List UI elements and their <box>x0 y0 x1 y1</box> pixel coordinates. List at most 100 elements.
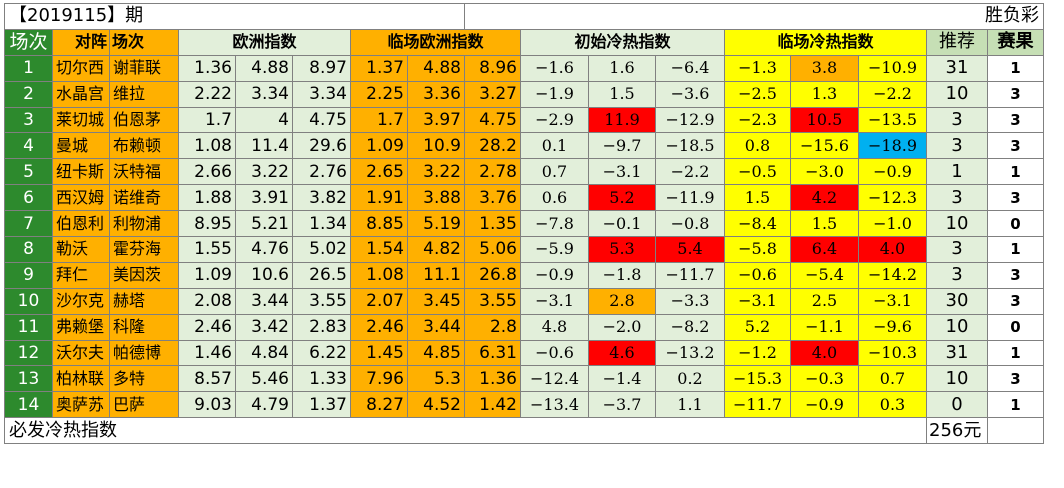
live-cold-index-cell: 10.5 <box>790 106 859 134</box>
result-cell: 3 <box>987 365 1044 393</box>
table-row: 14 奥萨苏 巴萨 9.03 4.79 1.37 8.27 4.52 1.42 −13.4 −3.7… <box>4 391 1044 419</box>
initial-cold-index-cell: −3.3 <box>655 287 725 315</box>
euro-odds-cell: 1.88 <box>178 184 236 212</box>
away-team: 霍芬海 <box>109 236 179 263</box>
match-index: 7 <box>4 210 53 238</box>
initial-cold-index-cell: 0.2 <box>655 365 725 393</box>
header-live-cold-index: 临场冷热指数 <box>724 28 927 56</box>
away-team: 沃特福 <box>109 158 179 186</box>
live-cold-index-cell: −0.3 <box>790 365 859 393</box>
live-euro-odds-cell: 3.76 <box>464 184 521 212</box>
header-result: 赛果 <box>987 28 1044 56</box>
table-row: 10 沙尔克 赫塔 2.08 3.44 3.55 2.07 3.45 3.55 −3.1 2.8 −3… <box>4 287 1044 315</box>
live-euro-odds-cell: 10.9 <box>407 132 465 160</box>
result-cell: 3 <box>987 287 1044 315</box>
euro-odds-cell: 4.75 <box>292 106 351 134</box>
euro-odds-cell: 3.82 <box>292 184 351 212</box>
recommend-cell: 10 <box>926 313 988 341</box>
live-euro-odds-cell: 2.46 <box>350 313 408 341</box>
live-euro-odds-cell: 11.1 <box>407 261 465 289</box>
table-row: 11 弗赖堡 科隆 2.46 3.42 2.83 2.46 3.44 2.8 4.8 −2.0 −8.… <box>4 313 1044 341</box>
initial-cold-index-cell: 5.4 <box>655 236 725 263</box>
live-euro-odds-cell: 4.82 <box>407 236 465 263</box>
recommend-cell: 3 <box>926 236 988 263</box>
live-euro-odds-cell: 4.88 <box>407 54 465 82</box>
away-team: 利物浦 <box>109 210 179 238</box>
recommend-cell: 30 <box>926 287 988 315</box>
home-team: 伯恩利 <box>52 210 110 238</box>
live-cold-index-cell: −14.2 <box>858 261 927 289</box>
match-index: 14 <box>4 391 53 419</box>
live-euro-odds-cell: 28.2 <box>464 132 521 160</box>
live-cold-index-cell: 5.2 <box>724 313 791 341</box>
live-cold-index-cell: −0.9 <box>790 391 859 419</box>
live-cold-index-cell: −0.9 <box>858 158 927 186</box>
live-euro-odds-cell: 3.97 <box>407 106 465 134</box>
away-team: 诺维奇 <box>109 184 179 212</box>
euro-odds-cell: 3.34 <box>235 80 293 108</box>
live-cold-index-cell: −2.3 <box>724 106 791 134</box>
live-cold-index-cell: −3.0 <box>790 158 859 186</box>
live-euro-odds-cell: 26.8 <box>464 261 521 289</box>
euro-odds-cell: 11.4 <box>235 132 293 160</box>
initial-cold-index-cell: 0.6 <box>520 184 589 212</box>
live-euro-odds-cell: 1.08 <box>350 261 408 289</box>
away-team: 多特 <box>109 365 179 393</box>
live-euro-odds-cell: 1.42 <box>464 391 521 419</box>
initial-cold-index-cell: −8.2 <box>655 313 725 341</box>
live-cold-index-cell: −9.6 <box>858 313 927 341</box>
table-row: 4 曼城 布赖顿 1.08 11.4 29.6 1.09 10.9 28.2 0.1 −9.7 −18… <box>4 132 1044 160</box>
recommend-cell: 0 <box>926 391 988 419</box>
euro-odds-cell: 4.84 <box>235 339 293 367</box>
initial-cold-index-cell: −2.9 <box>520 106 589 134</box>
live-cold-index-cell: −1.2 <box>724 339 791 367</box>
initial-cold-index-cell: −12.9 <box>655 106 725 134</box>
initial-cold-index-cell: 5.2 <box>588 184 656 212</box>
match-index: 1 <box>4 54 53 82</box>
euro-odds-cell: 2.76 <box>292 158 351 186</box>
initial-cold-index-cell: 1.5 <box>588 80 656 108</box>
initial-cold-index-cell: −13.4 <box>520 391 589 419</box>
away-team: 维拉 <box>109 80 179 108</box>
period-title: 【2019115】期 <box>4 3 465 30</box>
home-team: 曼城 <box>52 132 110 160</box>
match-index: 8 <box>4 236 53 263</box>
euro-odds-cell: 26.5 <box>292 261 351 289</box>
live-cold-index-cell: −5.4 <box>790 261 859 289</box>
live-euro-odds-cell: 1.35 <box>464 210 521 238</box>
live-euro-odds-cell: 8.96 <box>464 54 521 82</box>
euro-odds-cell: 3.34 <box>292 80 351 108</box>
initial-cold-index-cell: 0.1 <box>520 132 589 160</box>
initial-cold-index-cell: 5.3 <box>588 236 656 263</box>
table-row: 1 切尔西 谢菲联 1.36 4.88 8.97 1.37 4.88 8.96 −1.6 1.6 −6… <box>4 54 1044 82</box>
lottery-table: 【2019115】期 胜负彩 场次 对阵 场次 欧洲指数 临场欧洲指数 初始冷热… <box>4 3 1044 445</box>
initial-cold-index-cell: −5.9 <box>520 236 589 263</box>
live-cold-index-cell: −3.1 <box>724 287 791 315</box>
initial-cold-index-cell: −0.1 <box>588 210 656 238</box>
table-row: 6 西汉姆 诺维奇 1.88 3.91 3.82 1.91 3.88 3.76 0.6 5.2 −11… <box>4 184 1044 212</box>
live-cold-index-cell: 4.0 <box>858 236 927 263</box>
initial-cold-index-cell: −11.9 <box>655 184 725 212</box>
live-cold-index-cell: 2.5 <box>790 287 859 315</box>
live-euro-odds-cell: 7.96 <box>350 365 408 393</box>
live-cold-index-cell: −12.3 <box>858 184 927 212</box>
euro-odds-cell: 2.46 <box>178 313 236 341</box>
home-team: 莱切城 <box>52 106 110 134</box>
live-cold-index-cell: 6.4 <box>790 236 859 263</box>
recommend-cell: 10 <box>926 210 988 238</box>
euro-odds-cell: 1.09 <box>178 261 236 289</box>
header-recommend: 推荐 <box>926 28 988 56</box>
footer-amount: 256元 <box>926 417 988 445</box>
live-cold-index-cell: −0.5 <box>724 158 791 186</box>
result-cell: 3 <box>987 184 1044 212</box>
live-euro-odds-cell: 2.78 <box>464 158 521 186</box>
initial-cold-index-cell: −1.8 <box>588 261 656 289</box>
live-euro-odds-cell: 2.65 <box>350 158 408 186</box>
initial-cold-index-cell: −3.1 <box>588 158 656 186</box>
live-euro-odds-cell: 1.09 <box>350 132 408 160</box>
result-cell: 1 <box>987 339 1044 367</box>
recommend-cell: 3 <box>926 106 988 134</box>
euro-odds-cell: 8.97 <box>292 54 351 82</box>
result-cell: 1 <box>987 54 1044 82</box>
initial-cold-index-cell: 11.9 <box>588 106 656 134</box>
